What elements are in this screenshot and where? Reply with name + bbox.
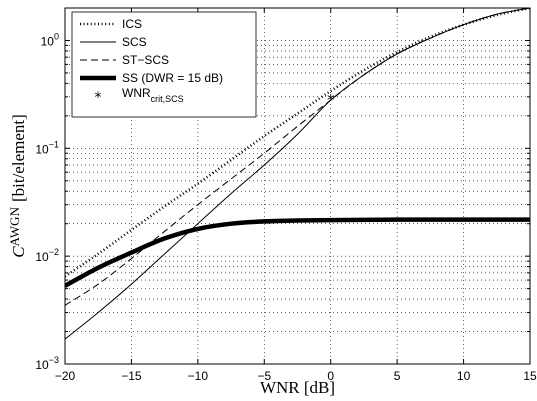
y-tick-label: 10−1 bbox=[35, 139, 59, 156]
y-tick-label-exponent: −1 bbox=[49, 139, 59, 149]
x-tick-label: −10 bbox=[188, 369, 209, 383]
legend-marker-swatch-0: * bbox=[95, 90, 102, 106]
y-tick-label: 100 bbox=[41, 31, 59, 48]
y-axis-title: CAWGN [bit/element] bbox=[7, 114, 28, 258]
axis-ticks bbox=[64, 7, 531, 365]
x-tick-label: 15 bbox=[523, 369, 537, 383]
y-tick-label-base: 10 bbox=[35, 142, 49, 156]
x-tick-label: 10 bbox=[457, 369, 471, 383]
y-tick-label-base: 10 bbox=[41, 34, 55, 48]
legend: ICS SCS ST−SCS SS (DWR = 15 dB) * WNRcrit,SCS bbox=[71, 11, 257, 118]
legend-entries: ICS SCS ST−SCS SS (DWR = 15 dB) * WNRcrit,SCS bbox=[80, 17, 223, 106]
legend-label-2: ST−SCS bbox=[122, 53, 169, 67]
y-tick-label: 10−2 bbox=[35, 247, 59, 264]
x-tick-label: −20 bbox=[55, 369, 76, 383]
legend-marker-label-main: WNR bbox=[122, 86, 151, 100]
marker-point-0: * bbox=[327, 91, 335, 109]
x-tick-label: 0 bbox=[327, 369, 334, 383]
x-tick-label: 5 bbox=[394, 369, 401, 383]
series-line-2 bbox=[65, 8, 530, 306]
y-tick-label-exponent: 0 bbox=[54, 31, 59, 41]
x-axis-title: WNR [dB] bbox=[260, 378, 335, 397]
legend-label-0: ICS bbox=[122, 17, 142, 31]
x-tick-label: −5 bbox=[257, 369, 271, 383]
y-axis-title-main: C bbox=[9, 246, 28, 258]
legend-box bbox=[71, 11, 257, 118]
legend-label-1: SCS bbox=[122, 35, 147, 49]
y-axis-title-units: [bit/element] bbox=[9, 114, 28, 202]
marker-layer: * bbox=[327, 91, 335, 109]
y-tick-label-base: 10 bbox=[35, 358, 49, 372]
legend-label-3: SS (DWR = 15 dB) bbox=[122, 71, 223, 85]
series-line-3 bbox=[65, 217, 530, 288]
y-tick-label: 10−3 bbox=[35, 355, 59, 372]
x-tick-label: −15 bbox=[121, 369, 142, 383]
grid bbox=[65, 8, 530, 364]
y-tick-label-base: 10 bbox=[35, 250, 49, 264]
y-tick-label-exponent: −3 bbox=[49, 355, 59, 365]
y-axis-title-superscript: AWGN bbox=[7, 206, 22, 246]
plot-frame bbox=[64, 7, 531, 365]
legend-marker-label-0: WNRcrit,SCS bbox=[122, 86, 184, 104]
x-tick-labels: −20 −15 −10 −5 0 5 10 15 bbox=[55, 369, 537, 383]
legend-marker-label-sub: crit,SCS bbox=[151, 94, 184, 104]
series-layer bbox=[65, 8, 530, 340]
y-tick-label-exponent: −2 bbox=[49, 247, 59, 257]
